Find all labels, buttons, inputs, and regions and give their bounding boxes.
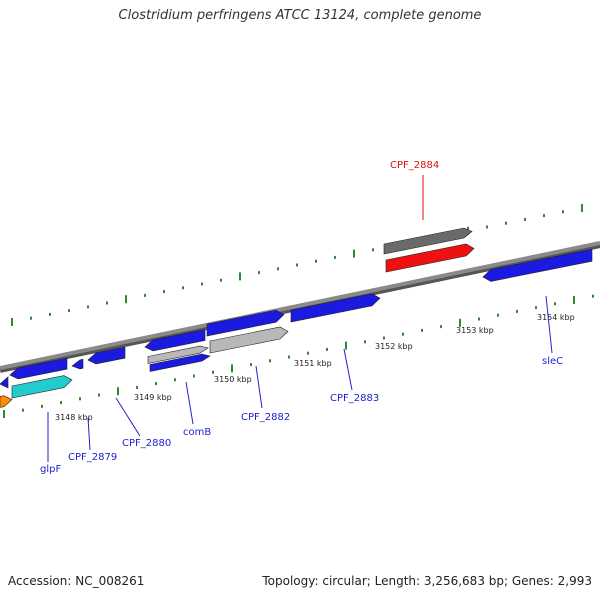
gene-label-cpf-2883: CPF_2883 [330, 393, 379, 404]
map-title: Clostridium perfringens ATCC 13124, comp… [118, 8, 482, 23]
backbone-line [0, 241, 600, 370]
feature-gray-3 [383, 227, 473, 255]
gene-label-cpf-2884: CPF_2884 [390, 160, 439, 171]
gene-label-leader [255, 365, 263, 409]
feature-blue-1 [0, 376, 9, 389]
feature-blue-2 [9, 357, 68, 380]
gene-label-leader [343, 348, 353, 391]
accession-text: Accession: NC_008261 [8, 574, 145, 588]
feature-gray-1 [147, 345, 209, 364]
gene-label-leader [545, 295, 553, 354]
feature-blue-5 [144, 329, 206, 352]
feature-gray-2 [209, 326, 289, 354]
gene-label-cpf-2879: CPF_2879 [68, 452, 117, 463]
genome-summary-text: Topology: circular; Length: 3,256,683 bp… [262, 574, 592, 588]
feature-blue-8 [290, 293, 381, 323]
scale-label: 3148 kbp [55, 413, 93, 422]
gene-label-glpf: glpF [40, 464, 61, 475]
feature-red-1 [385, 243, 475, 273]
gene-label-cpf-2882: CPF_2882 [241, 412, 290, 423]
feature-blue-9 [482, 248, 593, 282]
feature-blue-3 [71, 358, 84, 370]
gene-label-leader [185, 381, 194, 425]
feature-orange-1 [0, 395, 13, 408]
gene-label-cpf-2880: CPF_2880 [122, 438, 171, 449]
feature-blue-4 [87, 346, 126, 365]
gene-label-leader [87, 417, 91, 451]
gene-label-slec: sleC [542, 356, 563, 367]
scale-label: 3154 kbp [537, 313, 575, 322]
scale-label: 3152 kbp [375, 342, 413, 351]
scale-label: 3151 kbp [294, 359, 332, 368]
scale-label: 3153 kbp [456, 326, 494, 335]
gene-label-leader [115, 397, 141, 437]
gene-label-comb: comB [183, 427, 211, 438]
feature-blue-7 [206, 309, 285, 337]
scale-label: 3150 kbp [214, 375, 252, 384]
scale-label: 3149 kbp [134, 393, 172, 402]
feature-blue-6 [149, 353, 211, 372]
feature-cyan-1 [11, 375, 73, 399]
